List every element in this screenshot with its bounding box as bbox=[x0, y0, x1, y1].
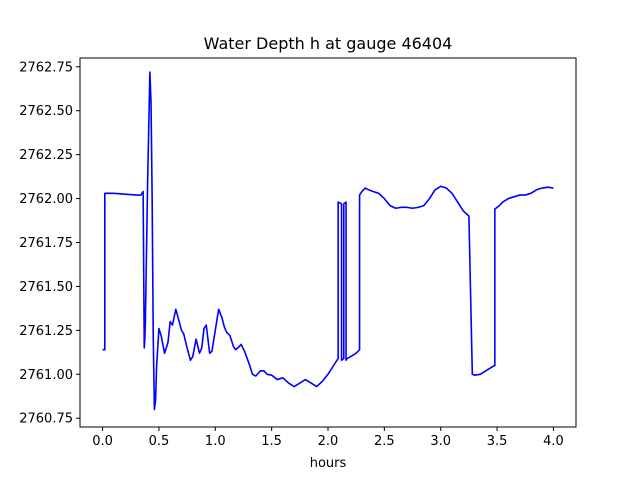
x-tick-label: 0.5 bbox=[149, 434, 170, 449]
x-tick-label: 2.0 bbox=[318, 434, 339, 449]
y-axis-ticks: 2760.75 2761.00 2761.25 2761.50 2761.75 2762.… bbox=[19, 60, 80, 427]
x-tick-label: 4.0 bbox=[543, 434, 564, 449]
x-tick-label: 1.5 bbox=[261, 434, 282, 449]
series-line bbox=[102, 71, 554, 411]
y-tick-label: 2762.25 bbox=[19, 148, 73, 163]
x-tick-label: 3.5 bbox=[487, 434, 508, 449]
chart-title: Water Depth h at gauge 46404 bbox=[204, 34, 453, 53]
x-tick-label: 1.0 bbox=[205, 434, 226, 449]
y-tick-label: 2761.50 bbox=[19, 280, 73, 295]
x-tick-label: 3.0 bbox=[430, 434, 451, 449]
x-axis-ticks: 0.0 0.5 1.0 1.5 2.0 2.5 3.0 3.5 4.0 bbox=[92, 427, 564, 449]
x-tick-label: 2.5 bbox=[374, 434, 395, 449]
x-tick-label: 0.0 bbox=[92, 434, 113, 449]
y-tick-label: 2760.75 bbox=[19, 412, 73, 427]
y-tick-label: 2761.00 bbox=[19, 368, 73, 383]
x-axis-label: hours bbox=[310, 456, 347, 471]
y-tick-label: 2761.75 bbox=[19, 236, 73, 251]
y-tick-label: 2762.50 bbox=[19, 104, 73, 119]
y-tick-label: 2762.75 bbox=[19, 60, 73, 75]
y-tick-label: 2761.25 bbox=[19, 324, 73, 339]
y-tick-label: 2762.00 bbox=[19, 192, 73, 207]
